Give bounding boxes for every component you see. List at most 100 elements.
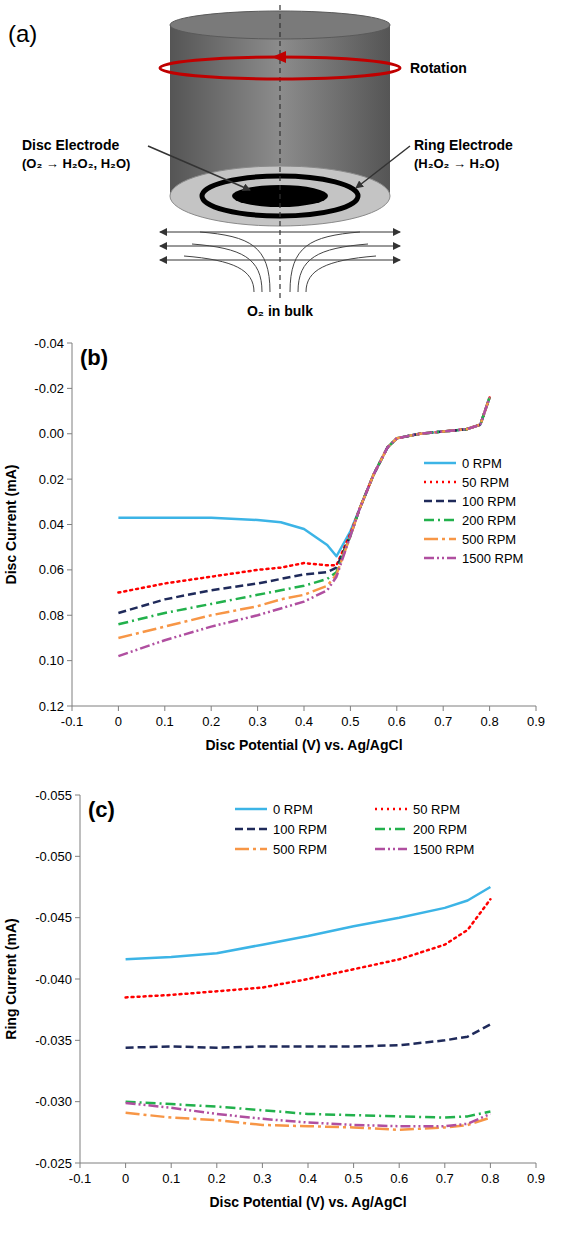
x-tick [211,706,212,711]
x-tick-label: 0.4 [295,714,313,729]
panel-label: (b) [80,345,108,370]
x-tick-label: -0.1 [69,1171,91,1186]
flow-arrow [160,232,400,233]
disc-pointer [148,146,250,190]
y-tick [75,856,80,857]
y-tick [75,917,80,918]
y-tick [75,1101,80,1102]
legend-swatch [235,808,267,811]
legend-label: 500 RPM [273,842,327,857]
series-line [126,1024,491,1047]
x-tick-label: 0.2 [202,714,220,729]
series-line [126,887,491,959]
y-tick [67,524,72,525]
series-group [126,887,491,1130]
series-line [118,397,489,592]
x-tick [171,1163,172,1168]
x-tick-label: 0.4 [299,1171,317,1186]
legend-label: 1500 RPM [413,842,474,857]
x-tick [72,706,73,711]
legend-label: 0 RPM [273,802,313,817]
x-tick [536,706,537,711]
x-tick-label: 0.1 [156,714,174,729]
y-tick-label: 0.04 [39,517,64,532]
x-tick-label: 0.3 [249,714,267,729]
y-tick-label: 0.00 [39,426,64,441]
flow-line [200,232,270,292]
legend-swatch [375,848,407,851]
disc-label: Disc Electrode [22,137,119,153]
legend-swatch [375,808,407,811]
x-tick [216,1163,217,1168]
x-tick [118,706,119,711]
y-tick-label: -0.030 [35,1094,72,1109]
legend-label: 50 RPM [413,802,460,817]
x-tick-label: 0.8 [481,1171,499,1186]
legend-label: 100 RPM [462,494,516,509]
y-tick [67,479,72,480]
legend-swatch [235,848,267,851]
panel-a: Rotation(a)Disc Electrode(O₂ → H₂O₂, H₂O… [8,5,513,319]
x-tick [396,706,397,711]
legend-label: 50 RPM [462,475,509,490]
y-tick-label: 0.02 [39,472,64,487]
legend-label: 1500 RPM [462,551,523,566]
x-tick-label: 0.9 [527,1171,545,1186]
x-tick [308,1163,309,1168]
x-tick-label: 0.3 [253,1171,271,1186]
x-tick [304,706,305,711]
y-tick [75,979,80,980]
series-line [126,899,491,997]
legend-swatch [375,828,407,831]
x-tick [444,1163,445,1168]
y-tick-label: 0.08 [39,608,64,623]
legend: 0 RPM50 RPM100 RPM200 RPM500 RPM1500 RPM [235,802,474,857]
y-tick [75,1163,80,1164]
x-tick-label: 0.7 [434,714,452,729]
x-tick-label: 0.5 [341,714,359,729]
x-axis-title: Disc Potential (V) vs. Ag/AgCl [205,737,402,753]
legend-label: 500 RPM [462,532,516,547]
rotation-label: Rotation [410,60,467,76]
x-tick-label: 0 [122,1171,129,1186]
y-tick [67,615,72,616]
x-tick [262,1163,263,1168]
y-tick-label: -0.045 [35,910,72,925]
series-group [118,397,489,656]
flow-line [290,232,360,292]
y-tick-label: -0.050 [35,849,72,864]
x-tick [353,1163,354,1168]
flow-arrow [160,246,400,247]
x-tick-label: 0.9 [527,714,545,729]
y-tick-label: -0.04 [34,336,64,351]
series-line [118,397,489,656]
figure: Rotation(a)Disc Electrode(O₂ → H₂O₂, H₂O… [0,0,561,1236]
y-tick-label: -0.055 [35,788,72,803]
series-line [118,397,489,613]
legend-swatch [235,828,267,831]
legend-swatch [424,538,456,541]
y-tick [75,795,80,796]
rotation-axis [279,5,280,298]
x-tick-label: 0.1 [162,1171,180,1186]
panel-label: (c) [88,797,115,822]
x-tick [257,706,258,711]
series-line [126,1113,491,1130]
x-tick-label: 0.7 [436,1171,454,1186]
flow-line [306,256,376,292]
series-line [126,1103,491,1126]
x-tick [164,706,165,711]
ring-pointer [356,146,410,188]
x-axis-title: Disc Potential (V) vs. Ag/AgCl [209,1194,406,1210]
legend-label: 100 RPM [273,822,327,837]
legend-label: 0 RPM [462,456,502,471]
x-tick [489,706,490,711]
y-tick-label: -0.02 [34,381,64,396]
flow-line [298,244,368,292]
x-tick-label: 0 [115,714,122,729]
x-tick-label: 0.8 [481,714,499,729]
legend-label: 200 RPM [462,513,516,528]
legend-swatch [424,519,456,522]
y-tick-label: 0.12 [39,699,64,714]
legend-swatch [424,481,456,484]
